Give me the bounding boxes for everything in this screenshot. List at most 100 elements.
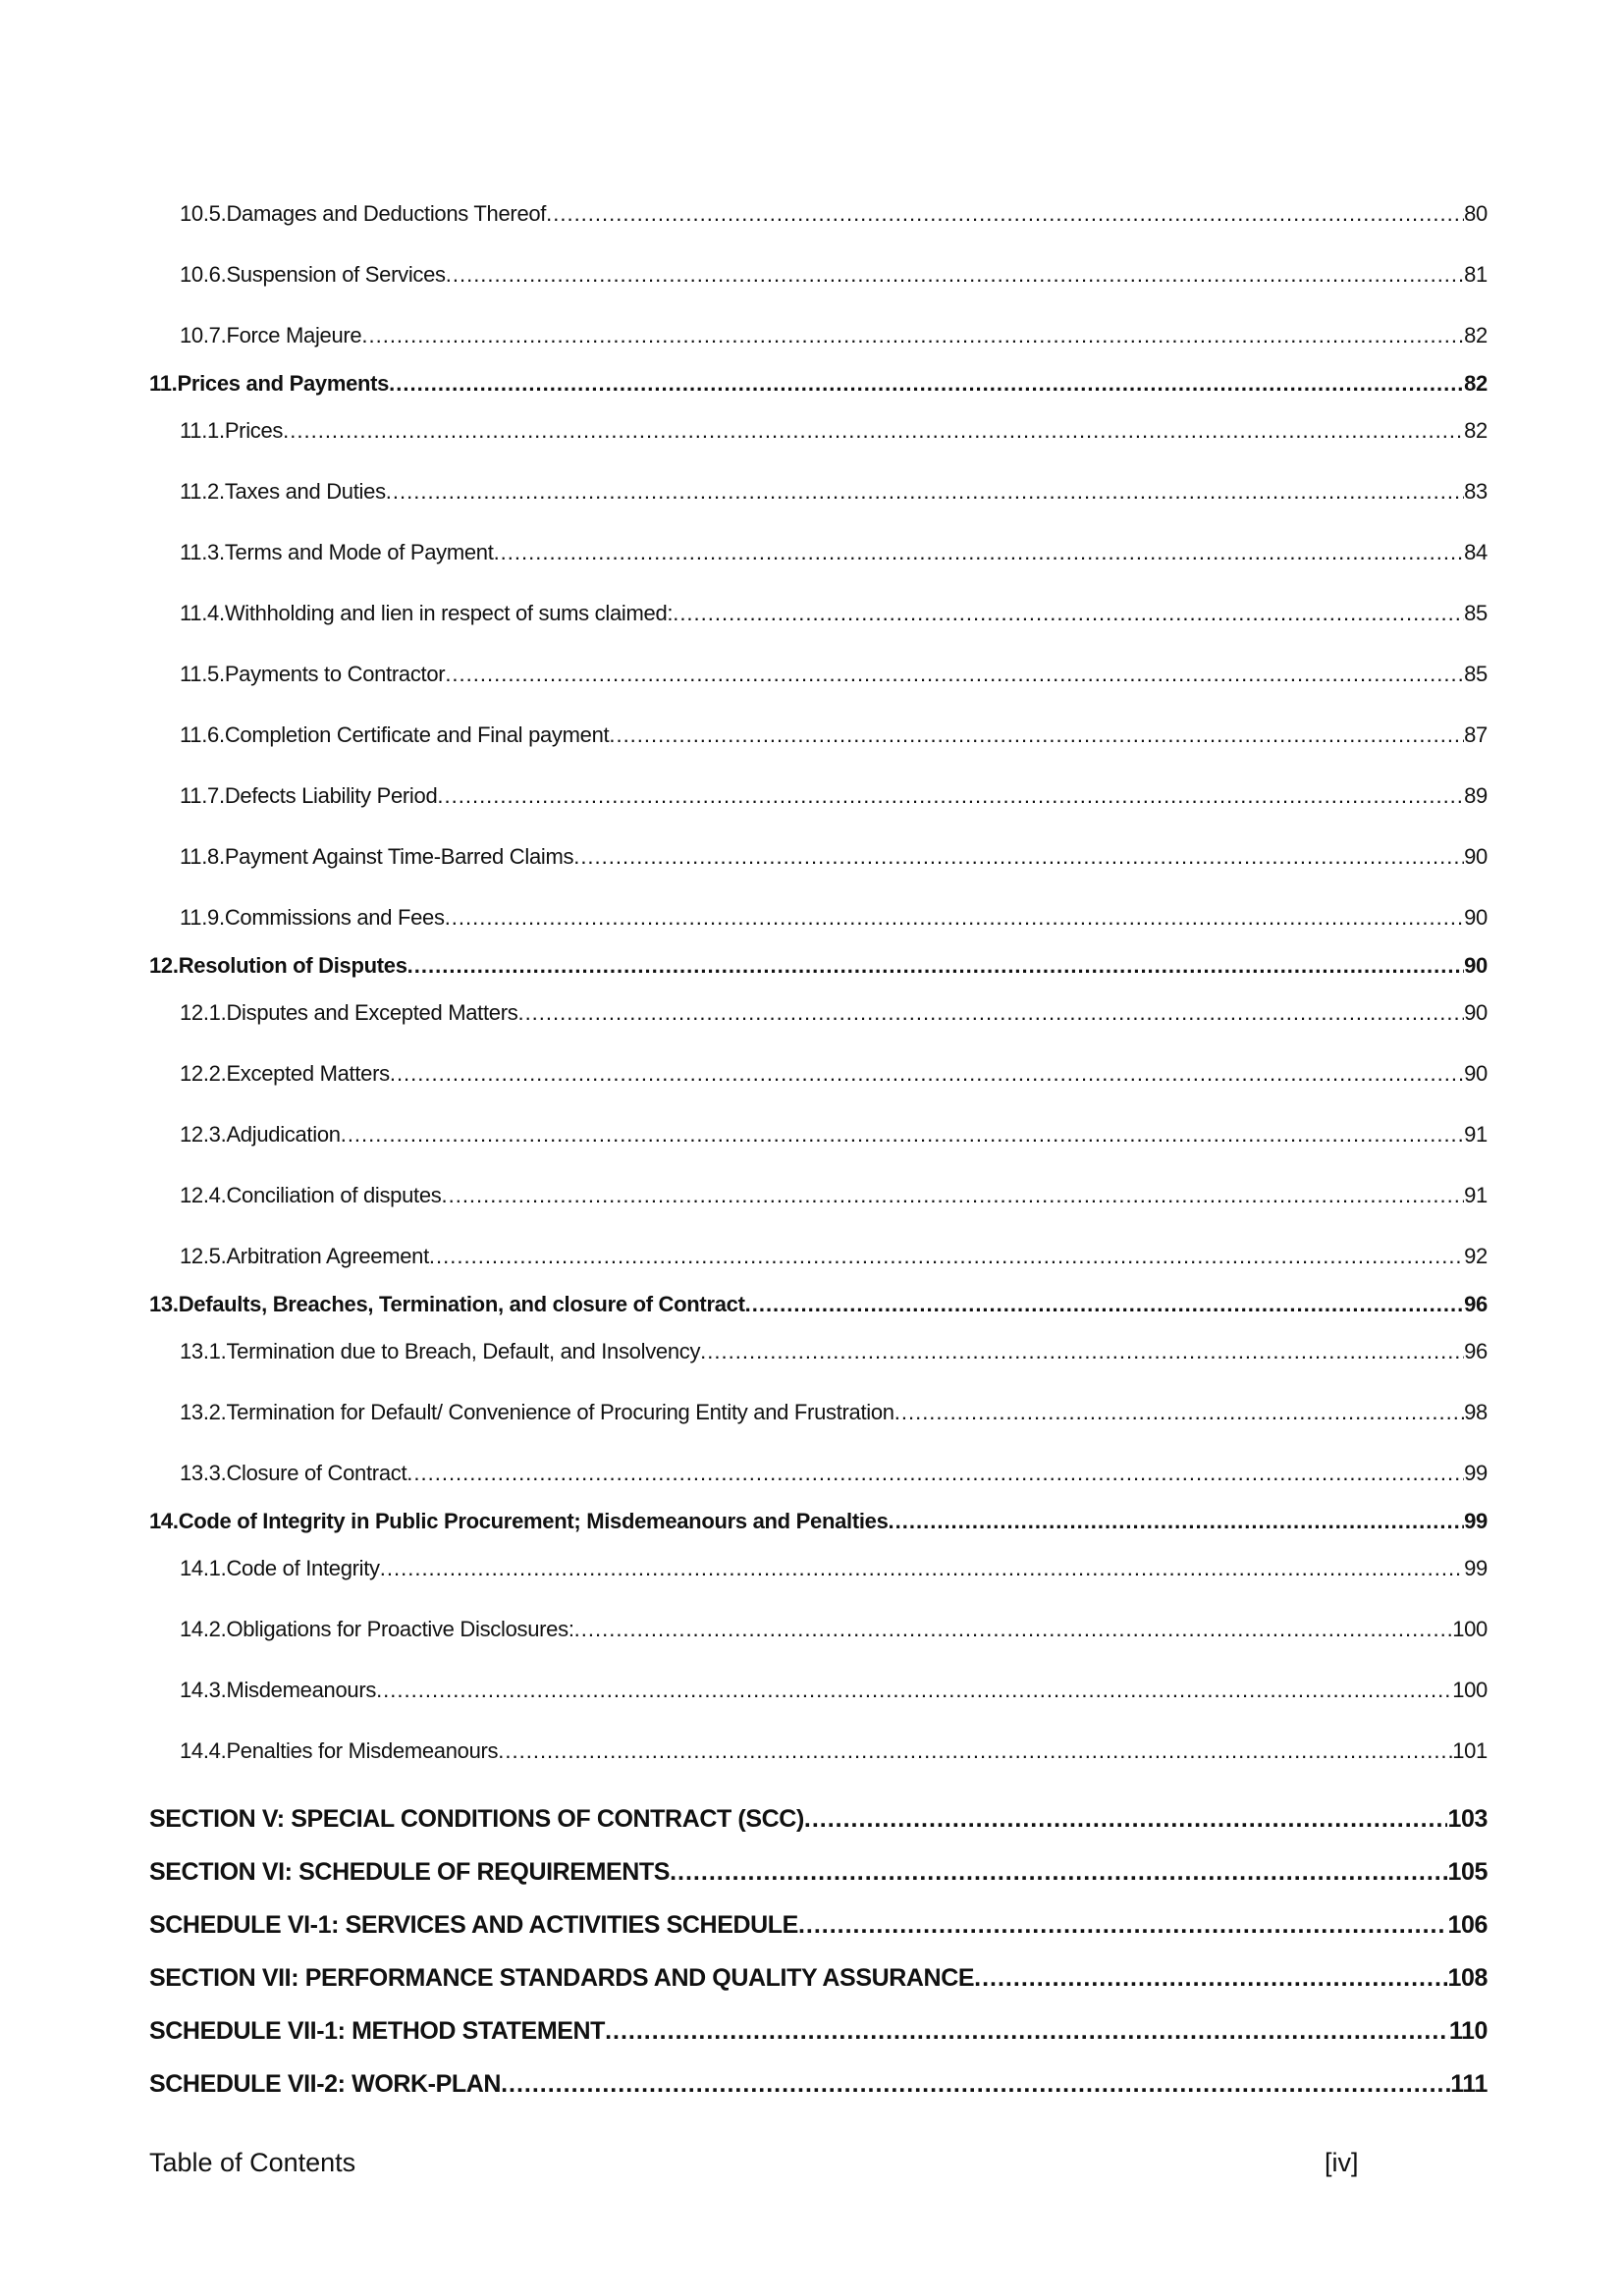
toc-entry-number: 10.7. [180,323,227,347]
dot-leader [429,1244,1464,1269]
toc-entry-page: 82 [1464,323,1488,347]
dot-leader [406,1461,1464,1486]
toc-entry[interactable]: 12.1.Disputes and Excepted Matters 90 [149,983,1488,1043]
toc-section-entry[interactable]: SECTION VII: PERFORMANCE STANDARDS AND Q… [149,1951,1488,2004]
toc-entry[interactable]: 11.8.Payment Against Time-Barred Claims 9… [149,827,1488,887]
toc-chapter-entry[interactable]: 13. Defaults, Breaches, Termination, and … [149,1287,1488,1321]
toc-entry-page: 85 [1464,601,1488,625]
toc-entry[interactable]: 11.6. Completion Certificate and Final pa… [149,705,1488,766]
toc-entry-title: Termination for Default/ Convenience of … [226,1400,894,1424]
dot-leader [380,1556,1464,1581]
toc-entry-page: 98 [1464,1400,1488,1424]
toc-entry[interactable]: 11.4. Withholding and lien in respect of … [149,583,1488,644]
toc-entry-number: 13.2. [180,1400,227,1424]
toc-entry-page: 91 [1464,1183,1488,1207]
dot-leader [494,540,1465,565]
toc-section-entry[interactable]: SECTION V: SPECIAL CONDITIONS OF CONTRAC… [149,1792,1488,1845]
toc-section-entry[interactable]: SECTION VI: SCHEDULE OF REQUIREMENTS 105 [149,1845,1488,1898]
toc-entry[interactable]: 14.4.Penalties for Misdemeanours 101 [149,1721,1488,1782]
toc-entry-number: 11. [149,370,178,396]
toc-entry-title: Excepted Matters [226,1061,390,1086]
toc-entry-title: SECTION V: SPECIAL CONDITIONS OF CONTRAC… [149,1804,804,1833]
toc-entry-page: 82 [1464,370,1488,396]
toc-entry-number: 11.4. [180,601,225,625]
toc-entry-number: 12.2. [180,1061,227,1086]
toc-entry[interactable]: 11.5.Payments to Contractor 85 [149,644,1488,705]
toc-entry[interactable]: 14.2. Obligations for Proactive Disclosur… [149,1599,1488,1660]
toc-entry-page: 101 [1452,1738,1488,1763]
dot-leader [573,844,1464,870]
dot-leader [407,953,1464,979]
toc-entry-title: Damages and Deductions Thereof [226,201,547,226]
toc-entry[interactable]: 13.2. Termination for Default/ Convenienc… [149,1382,1488,1443]
toc-entry-page: 90 [1464,1061,1488,1086]
toc-entry[interactable]: 14.3.Misdemeanours 100 [149,1660,1488,1721]
toc-entry-title: Misdemeanours [226,1678,377,1702]
toc-entry-page: 85 [1464,662,1488,686]
toc-entry-page: 103 [1447,1804,1488,1833]
toc-entry-page: 111 [1450,2069,1488,2098]
dot-leader [389,371,1464,397]
toc-entry[interactable]: 12.4.Conciliation of disputes 91 [149,1165,1488,1226]
dot-leader [894,1400,1464,1425]
toc-entry[interactable]: 11.3.Terms and Mode of Payment 84 [149,522,1488,583]
dot-leader [517,1000,1464,1026]
toc-entry-number: 11.6. [180,722,225,747]
table-of-contents: 10.5.Damages and Deductions Thereof8010.… [149,184,1488,2110]
toc-entry-number: 11.1. [180,418,225,443]
toc-entry-title: Prices and Payments [177,370,390,396]
toc-entry-page: 108 [1447,1963,1488,1992]
toc-section-entry[interactable]: SCHEDULE VII-1: METHOD STATEMENT 110 [149,2004,1488,2057]
dot-leader [673,601,1464,626]
toc-entry-title: Commissions and Fees [224,905,445,930]
toc-entry-number: 14.1. [180,1556,227,1580]
toc-entry-title: Arbitration Agreement [226,1244,429,1268]
toc-entry[interactable]: 11.2.Taxes and Duties 83 [149,461,1488,522]
dot-leader [441,1183,1464,1208]
toc-entry-number: 10.5. [180,201,227,226]
dot-leader [283,418,1464,444]
toc-entry[interactable]: 10.6.Suspension of Services 81 [149,244,1488,305]
dot-leader [609,722,1464,748]
toc-chapter-entry[interactable]: 14. Code of Integrity in Public Procureme… [149,1504,1488,1538]
toc-chapter-entry[interactable]: 11.Prices and Payments 82 [149,366,1488,400]
toc-entry[interactable]: 13.1. Termination due to Breach, Default,… [149,1321,1488,1382]
toc-entry-page: 89 [1464,783,1488,808]
toc-entry-page: 80 [1464,201,1488,226]
toc-entry-title: Suspension of Services [226,262,446,287]
toc-entry[interactable]: 12.2.Excepted Matters 90 [149,1043,1488,1104]
toc-entry-title: Code of Integrity [226,1556,380,1580]
toc-entry[interactable]: 13.3.Closure of Contract 99 [149,1443,1488,1504]
dot-leader [361,323,1464,348]
dot-leader [605,2017,1449,2046]
toc-entry-page: 91 [1464,1122,1488,1147]
toc-entry[interactable]: 12.5.Arbitration Agreement 92 [149,1226,1488,1287]
toc-entry-title: Conciliation of disputes [226,1183,442,1207]
toc-entry[interactable]: 10.5.Damages and Deductions Thereof 80 [149,184,1488,244]
toc-entry[interactable]: 11.7.Defects Liability Period 89 [149,766,1488,827]
toc-entry-title: SECTION VI: SCHEDULE OF REQUIREMENTS [149,1857,671,1886]
toc-entry-number: 13.1. [180,1339,227,1363]
toc-entry-page: 100 [1452,1678,1488,1702]
toc-section-entry[interactable]: SCHEDULE VII-2: WORK-PLAN 111 [149,2057,1488,2110]
dot-leader [574,1617,1453,1642]
toc-section-entry[interactable]: SCHEDULE VI-1: SERVICES AND ACTIVITIES S… [149,1898,1488,1951]
dot-leader [974,1964,1447,1993]
toc-entry-title: Penalties for Misdemeanours [226,1738,499,1763]
toc-entry-page: 81 [1464,262,1488,287]
toc-entry-title: SECTION VII: PERFORMANCE STANDARDS AND Q… [149,1963,975,1992]
toc-entry[interactable]: 12.3.Adjudication 91 [149,1104,1488,1165]
toc-entry-page: 105 [1447,1857,1488,1886]
toc-entry[interactable]: 11.1.Prices 82 [149,400,1488,461]
toc-entry-number: 13.3. [180,1461,227,1485]
toc-entry-title: Prices [224,418,284,443]
toc-entry-page: 92 [1464,1244,1488,1268]
toc-chapter-entry[interactable]: 12.Resolution of Disputes 90 [149,948,1488,983]
toc-entry-title: Taxes and Duties [224,479,386,504]
toc-entry-title: Defaults, Breaches, Termination, and clo… [178,1291,745,1316]
toc-entry[interactable]: 10.7.Force Majeure 82 [149,305,1488,366]
toc-entry-title: Disputes and Excepted Matters [226,1000,518,1025]
toc-entry[interactable]: 14.1.Code of Integrity 99 [149,1538,1488,1599]
toc-entry[interactable]: 11.9.Commissions and Fees 90 [149,887,1488,948]
dot-leader [446,262,1464,288]
